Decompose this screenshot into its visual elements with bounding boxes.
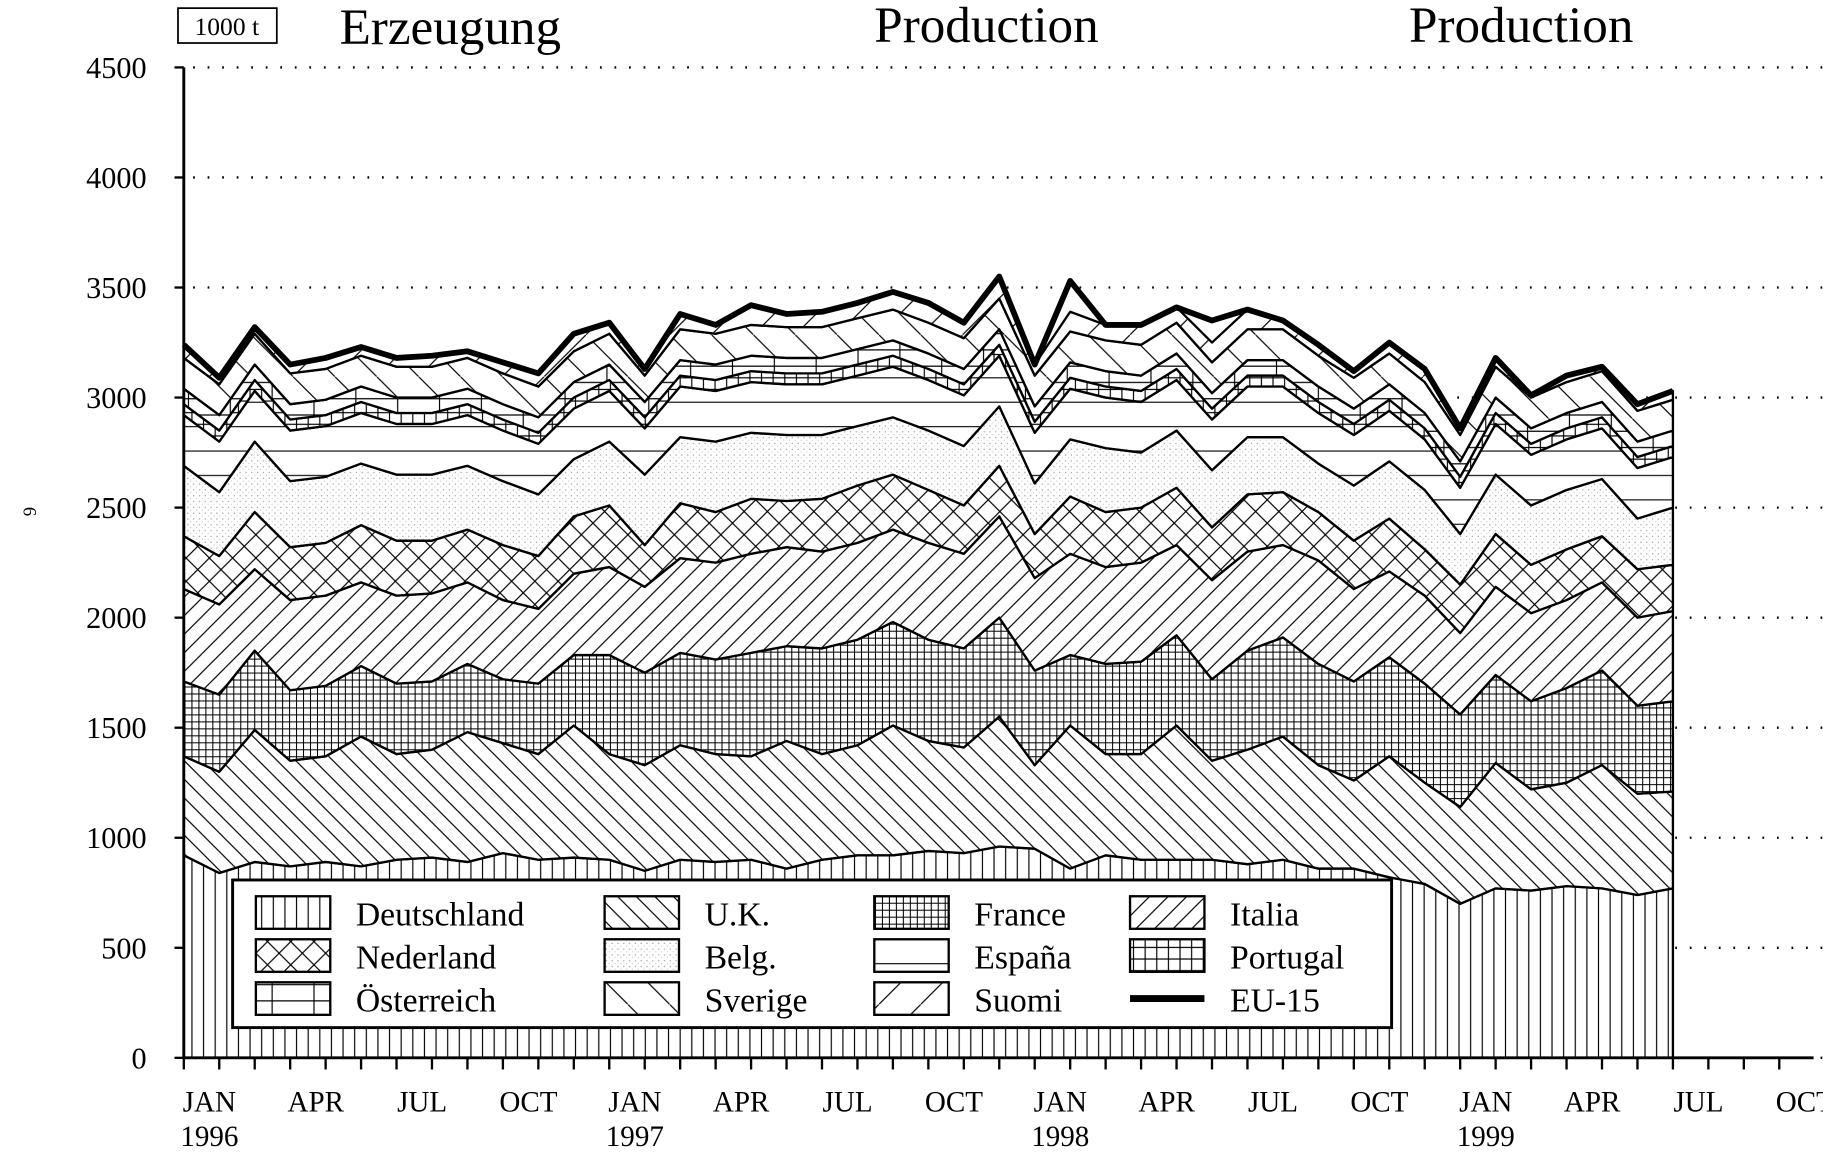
legend-swatch [1128, 895, 1206, 930]
x-tick-label: APR [713, 1086, 770, 1118]
x-tick-label: JUL [1248, 1086, 1298, 1118]
legend-label: Portugal [1230, 939, 1344, 976]
unit-box [177, 7, 278, 44]
x-tick-label: APR [1138, 1086, 1195, 1118]
legend-label: España [974, 939, 1071, 976]
y-tick-label: 1500 [86, 711, 146, 745]
x-tick-label: JAN [608, 1086, 661, 1118]
legend-label: France [974, 896, 1066, 933]
x-tick-label: OCT [1776, 1086, 1823, 1118]
legend-swatch [254, 938, 332, 973]
x-tick-label: JAN [183, 1086, 236, 1118]
x-year-label: 1997 [606, 1121, 664, 1152]
x-tick-label: JAN [1459, 1086, 1512, 1118]
x-tick-label: JUL [1673, 1086, 1723, 1118]
legend-label: Deutschland [356, 896, 525, 933]
x-tick-label: JUL [397, 1086, 447, 1118]
x-tick-label: JAN [1034, 1086, 1087, 1118]
legend-label: Nederland [356, 939, 497, 976]
x-tick-label: JUL [823, 1086, 873, 1118]
x-tick-label: OCT [1350, 1086, 1408, 1118]
y-tick-label: 3000 [86, 381, 146, 415]
x-year-label: 1998 [1031, 1121, 1089, 1152]
legend-swatch [254, 895, 332, 930]
x-year-label: 1996 [180, 1121, 238, 1152]
legend-swatch [254, 981, 332, 1016]
legend-label: Belg. [705, 939, 777, 976]
x-tick-label: APR [1564, 1086, 1621, 1118]
total-line [181, 273, 1674, 432]
legend-label: Italia [1230, 896, 1299, 933]
y-tick-label: 2500 [86, 491, 146, 525]
legend-swatch [603, 895, 681, 930]
legend-label: EU-15 [1230, 982, 1320, 1019]
legend-label: U.K. [705, 896, 771, 933]
x-tick-label: OCT [499, 1086, 557, 1118]
y-tick-label: 0 [131, 1041, 146, 1075]
x-year-label: 1999 [1457, 1121, 1515, 1152]
legend-swatch [873, 938, 950, 973]
y-tick-label: 3500 [86, 271, 146, 305]
y-tick-label: 1000 [86, 821, 146, 855]
legend-label: Österreich [356, 982, 497, 1019]
legend-swatch [603, 981, 681, 1016]
legend-swatch [1128, 938, 1206, 973]
legend-label: Sverige [705, 982, 808, 1019]
legend-label: Suomi [974, 982, 1062, 1019]
chart-title: Production [1409, 0, 1633, 54]
legend-swatch [873, 895, 950, 930]
y-tick-label: 2000 [86, 601, 146, 635]
legend-swatch [873, 981, 950, 1016]
y-tick-label: 4500 [86, 51, 146, 85]
y-tick-label: 4000 [86, 161, 146, 195]
unit-label: 1000 t [194, 12, 259, 41]
page-number: 6 [18, 507, 39, 516]
legend-swatch [603, 938, 681, 973]
x-tick-label: OCT [925, 1086, 983, 1118]
chart-title: Production [874, 0, 1098, 54]
y-tick-label: 500 [101, 931, 146, 965]
chart-title: Erzeugung [340, 0, 561, 56]
x-tick-label: APR [287, 1086, 344, 1118]
